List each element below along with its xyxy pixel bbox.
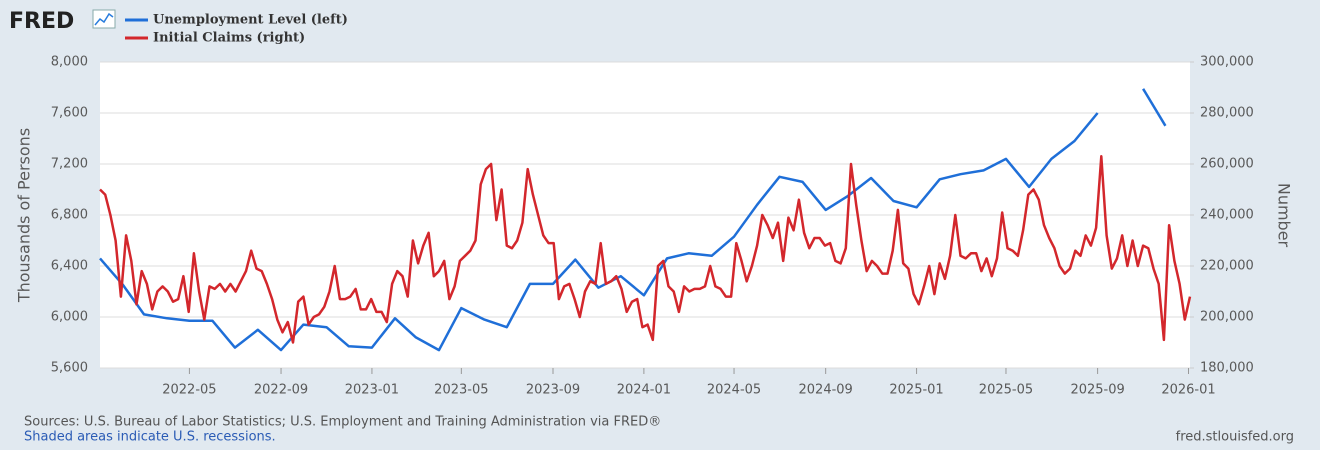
x-tick-label: 2023-01	[345, 383, 399, 398]
y2-tick-label: 200,000	[1200, 310, 1254, 325]
y-tick-label: 6,000	[51, 310, 88, 325]
series-line	[99, 155, 1192, 344]
recession-note[interactable]: Shaded areas indicate U.S. recessions.	[24, 430, 276, 445]
y2-tick-label: 220,000	[1200, 259, 1254, 274]
site[interactable]: fred.stlouisfed.org	[1176, 430, 1294, 445]
series-line	[1142, 88, 1167, 127]
series-line	[99, 112, 1099, 352]
legend-label: Unemployment Level (left)	[153, 13, 348, 28]
x-tick-label: 2024-01	[617, 383, 671, 398]
y2-tick-label: 180,000	[1200, 361, 1254, 376]
y-tick-label: 7,600	[51, 106, 88, 121]
x-tick-label: 2024-09	[799, 383, 853, 398]
y-tick-label: 6,400	[51, 259, 88, 274]
y-tick-label: 7,200	[51, 157, 88, 172]
x-tick-label: 2022-05	[162, 383, 216, 398]
x-tick-label: 2025-05	[979, 383, 1033, 398]
x-tick-label: 2026-01	[1161, 383, 1215, 398]
x-tick-label: 2025-01	[889, 383, 943, 398]
y2-tick-label: 280,000	[1200, 106, 1254, 121]
legend-label: Initial Claims (right)	[153, 31, 305, 46]
y-axis-title: Thousands of Persons	[15, 128, 34, 303]
x-tick-label: 2023-09	[526, 383, 580, 398]
y2-tick-label: 300,000	[1200, 55, 1254, 70]
logo-icon	[92, 9, 116, 29]
x-tick-label: 2022-09	[254, 383, 308, 398]
y2-axis-title: Number	[1275, 183, 1294, 248]
x-tick-label: 2024-05	[707, 383, 761, 398]
x-tick-label: 2025-09	[1070, 383, 1124, 398]
sources: Sources: U.S. Bureau of Labor Statistics…	[24, 415, 661, 430]
x-tick-label: 2023-05	[434, 383, 488, 398]
y-tick-label: 6,800	[51, 208, 88, 223]
y2-tick-label: 240,000	[1200, 208, 1254, 223]
logo: FRED	[9, 9, 74, 34]
y2-tick-label: 260,000	[1200, 157, 1254, 172]
y-tick-label: 5,600	[51, 361, 88, 376]
y-tick-label: 8,000	[51, 55, 88, 70]
